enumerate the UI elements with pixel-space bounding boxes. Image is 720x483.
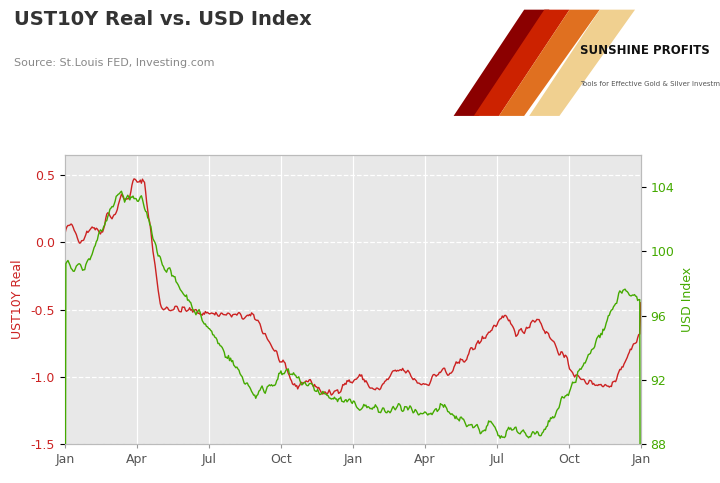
Polygon shape: [529, 10, 635, 116]
Text: UST10Y Real vs. USD Index: UST10Y Real vs. USD Index: [14, 10, 312, 28]
Y-axis label: USD Index: USD Index: [681, 267, 694, 332]
Polygon shape: [474, 10, 570, 116]
Text: SUNSHINE PROFITS: SUNSHINE PROFITS: [580, 43, 709, 57]
Polygon shape: [499, 10, 600, 116]
Y-axis label: UST10Y Real: UST10Y Real: [11, 260, 24, 339]
Polygon shape: [454, 10, 549, 116]
Text: Source: St.Louis FED, Investing.com: Source: St.Louis FED, Investing.com: [14, 58, 215, 68]
Text: Tools for Effective Gold & Silver Investments: Tools for Effective Gold & Silver Invest…: [580, 81, 720, 87]
